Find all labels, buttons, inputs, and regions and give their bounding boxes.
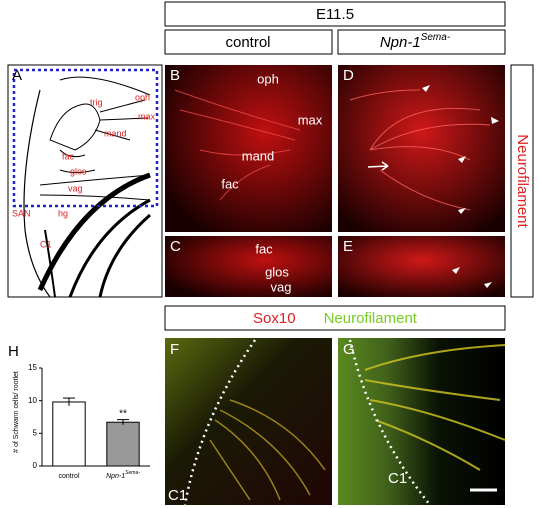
side-label: Neurofilament: [514, 134, 531, 228]
bar-chart: H # of Schwann cells/ rootlet 0 5 10 15 cont…: [8, 343, 150, 480]
micrograph: [165, 338, 332, 505]
y-tick-label: 10: [28, 396, 37, 405]
mutant-header: Npn-1Sema-: [380, 32, 451, 51]
side-box: [510, 64, 534, 298]
schematic-label: vag: [68, 183, 83, 193]
panel-label: B: [170, 67, 180, 84]
y-tick-label: 15: [28, 363, 37, 372]
bar: [52, 401, 86, 467]
panel-label: G: [343, 341, 355, 358]
schematic-label: fac: [62, 151, 75, 161]
x-tick-label: Npn-1Sema-: [106, 470, 140, 480]
bar: [106, 421, 140, 467]
schematic-label: C1: [40, 239, 52, 249]
c1-label: C1: [168, 487, 187, 504]
micrograph: [338, 236, 505, 297]
nerve-label: vag: [271, 279, 292, 294]
panel-label: A: [12, 67, 22, 84]
mutant-name: Npn-1: [380, 34, 421, 51]
significance: **: [119, 408, 127, 419]
micrograph: [338, 338, 505, 505]
schematic-label: max: [138, 111, 156, 121]
stain-green: Neurofilament: [324, 310, 418, 327]
control-box: [164, 29, 333, 55]
error-bar: [117, 419, 129, 425]
c1-label: C1: [388, 470, 407, 487]
panel-label: H: [8, 343, 19, 360]
stain-red: Sox10: [253, 310, 296, 327]
x-tick-label: control: [58, 473, 79, 480]
category: control: [58, 473, 79, 480]
nerve-label: max: [298, 112, 323, 127]
panel-label: C: [170, 238, 181, 255]
schematic: [23, 76, 151, 298]
schematic-label: trig: [90, 97, 103, 107]
micrograph: [338, 65, 505, 232]
schematic-label: glos: [70, 166, 87, 176]
y-axis-label: # of Schwann cells/ rootlet: [13, 371, 20, 453]
nerve-label: mand: [242, 148, 275, 163]
stain-box: [164, 305, 506, 331]
stage: E11.5: [316, 6, 354, 23]
micrograph: [165, 236, 332, 297]
stain-header: Sox10 Neurofilament: [253, 310, 418, 327]
category: Npn-1: [106, 473, 125, 480]
nerve-label: fac: [221, 176, 239, 191]
mutant-sup: Sema-: [421, 32, 451, 43]
error-bar: [63, 397, 75, 406]
control-header: control: [225, 34, 270, 51]
panel-label: F: [170, 341, 179, 358]
schematic-label: mand: [104, 128, 127, 138]
micrograph: [165, 65, 332, 232]
panel-label: E: [343, 238, 353, 255]
schematic-label: SAN: [12, 208, 31, 218]
schematic-label: oph: [135, 92, 150, 102]
mutant-box: [337, 29, 506, 55]
arrowheads: [367, 85, 499, 214]
schematic-label: hg: [58, 208, 68, 218]
y-tick-label: 0: [33, 461, 38, 470]
nerve-label: fac: [255, 241, 273, 256]
roi-box: [12, 68, 159, 208]
category-sup: Sema-: [125, 470, 140, 476]
stage-box: [164, 1, 506, 27]
nerve-label: glos: [265, 264, 289, 279]
y-tick-label: 5: [33, 428, 38, 437]
nerve-label: oph: [257, 71, 279, 86]
panel-label: D: [343, 67, 354, 84]
